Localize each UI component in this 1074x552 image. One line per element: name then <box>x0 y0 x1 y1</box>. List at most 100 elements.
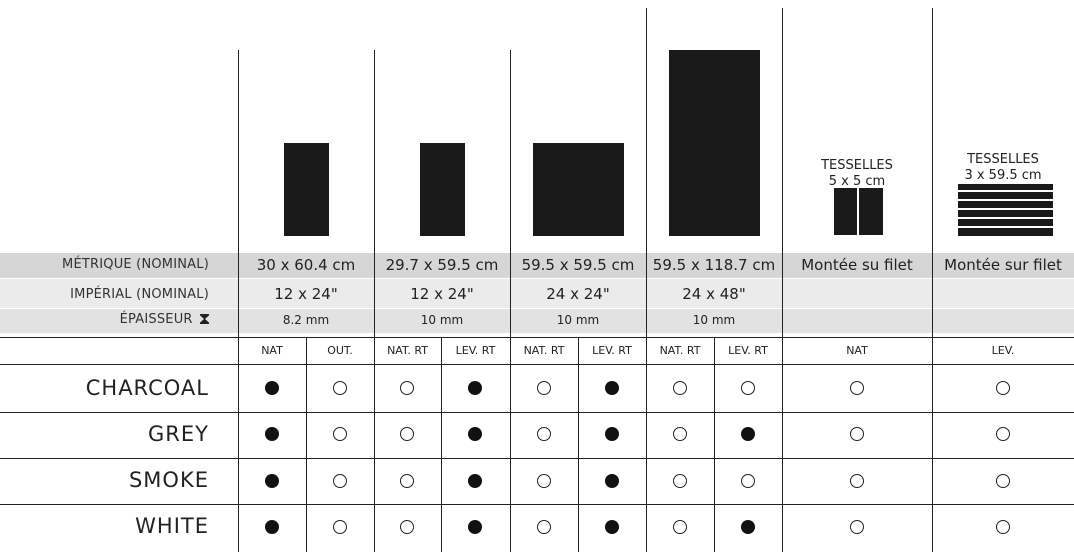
thickness-row-band <box>0 308 1074 333</box>
metric-value: 59.5 x 118.7 cm <box>652 256 776 274</box>
finish-header: OUT. <box>327 344 353 357</box>
tile-29.7x59.5-illustration <box>420 143 465 236</box>
tesselles-stripe <box>958 217 1053 219</box>
thickness-value: 10 mm <box>692 313 736 327</box>
unavailable-empty-circle <box>537 381 551 395</box>
available-filled-circle <box>605 474 619 488</box>
tile-30x60-illustration <box>284 143 329 236</box>
available-filled-circle <box>468 381 482 395</box>
tesselles-3x59.5-size: 3 x 59.5 cm <box>964 168 1042 183</box>
unavailable-empty-circle <box>400 520 414 534</box>
metric-value: 59.5 x 59.5 cm <box>521 256 635 274</box>
unavailable-empty-circle <box>333 520 347 534</box>
unavailable-empty-circle <box>333 427 347 441</box>
unavailable-empty-circle <box>537 474 551 488</box>
thickness-value: 10 mm <box>556 313 600 327</box>
subcolumn-divider <box>714 337 715 552</box>
metric-label: MÉTRIQUE (NOMINAL) <box>62 257 209 272</box>
unavailable-empty-circle <box>850 520 864 534</box>
finish-header: NAT. RT <box>387 344 428 357</box>
unavailable-empty-circle <box>850 381 864 395</box>
unavailable-empty-circle <box>673 381 687 395</box>
row-divider <box>0 252 1074 253</box>
subcolumn-divider <box>578 337 579 552</box>
tesselles-3x59.5-title: TESSELLES 3 x 59.5 cm <box>932 152 1074 184</box>
imperial-value: 24 x 48" <box>682 285 746 303</box>
available-filled-circle <box>265 381 279 395</box>
metric-value: Montée sur filet <box>944 256 1062 274</box>
imperial-label: IMPÉRIAL (NOMINAL) <box>70 287 209 302</box>
metric-value: 30 x 60.4 cm <box>256 256 356 274</box>
available-filled-circle <box>741 520 755 534</box>
available-filled-circle <box>741 427 755 441</box>
finish-header: LEV. RT <box>455 344 496 357</box>
tesselles-5x5-divider <box>857 188 859 235</box>
row-divider <box>0 412 1074 413</box>
column-divider <box>238 50 239 552</box>
available-filled-circle <box>605 381 619 395</box>
available-filled-circle <box>605 427 619 441</box>
column-divider <box>646 8 647 552</box>
color-name-grey: GREY <box>148 422 209 446</box>
finish-header: NAT <box>846 344 868 357</box>
row-divider <box>0 337 1074 338</box>
tile-59.5x118.7-illustration <box>669 50 760 236</box>
row-divider <box>0 278 1074 279</box>
imperial-row-band <box>0 278 1074 308</box>
tesselles-stripe <box>958 190 1053 192</box>
color-name-charcoal: CHARCOAL <box>85 376 209 400</box>
thickness-value: 8.2 mm <box>282 313 330 327</box>
thickness-value: 10 mm <box>420 313 464 327</box>
unavailable-empty-circle <box>333 474 347 488</box>
available-filled-circle <box>468 520 482 534</box>
unavailable-empty-circle <box>996 474 1010 488</box>
hourglass-icon <box>200 313 209 324</box>
available-filled-circle <box>265 427 279 441</box>
unavailable-empty-circle <box>850 474 864 488</box>
unavailable-empty-circle <box>400 427 414 441</box>
unavailable-empty-circle <box>673 427 687 441</box>
finish-header: NAT <box>261 344 283 357</box>
color-name-smoke: SMOKE <box>128 468 209 492</box>
available-filled-circle <box>265 474 279 488</box>
tesselles-5x5-title: TESSELLES 5 x 5 cm <box>782 158 932 190</box>
metric-value: 29.7 x 59.5 cm <box>385 256 499 274</box>
imperial-value: 12 x 24" <box>410 285 474 303</box>
row-divider <box>0 308 1074 309</box>
unavailable-empty-circle <box>741 474 755 488</box>
unavailable-empty-circle <box>537 520 551 534</box>
tile-59.5x59.5-illustration <box>533 143 624 236</box>
unavailable-empty-circle <box>537 427 551 441</box>
finish-header: LEV. <box>991 344 1015 357</box>
unavailable-empty-circle <box>673 474 687 488</box>
column-divider <box>510 50 511 552</box>
tesselles-stripe <box>958 199 1053 201</box>
column-divider <box>932 8 933 552</box>
subcolumn-divider <box>306 337 307 552</box>
unavailable-empty-circle <box>996 381 1010 395</box>
finish-header: NAT. RT <box>523 344 565 357</box>
available-filled-circle <box>265 520 279 534</box>
imperial-value: 12 x 24" <box>274 285 338 303</box>
metric-row-band <box>0 252 1074 278</box>
thickness-label-wrap: ÉPAISSEUR <box>0 312 209 327</box>
tesselles-stripe <box>958 208 1053 210</box>
finish-header: LEV. RT <box>592 344 632 357</box>
thickness-label: ÉPAISSEUR <box>119 312 193 327</box>
metric-value: Montée su filet <box>801 256 913 274</box>
available-filled-circle <box>468 474 482 488</box>
column-divider <box>782 8 783 552</box>
row-divider <box>0 364 1074 365</box>
unavailable-empty-circle <box>333 381 347 395</box>
column-divider <box>374 50 375 552</box>
unavailable-empty-circle <box>741 381 755 395</box>
unavailable-empty-circle <box>996 427 1010 441</box>
unavailable-empty-circle <box>996 520 1010 534</box>
subcolumn-divider <box>441 337 442 552</box>
finish-header: LEV. RT <box>728 344 768 357</box>
imperial-value: 24 x 24" <box>546 285 610 303</box>
unavailable-empty-circle <box>673 520 687 534</box>
available-filled-circle <box>468 427 482 441</box>
row-divider <box>0 458 1074 459</box>
tesselles-stripe <box>958 226 1053 228</box>
